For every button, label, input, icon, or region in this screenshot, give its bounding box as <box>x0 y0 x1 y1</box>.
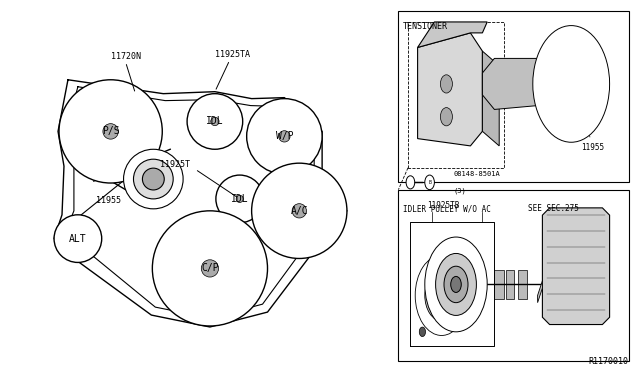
Circle shape <box>415 255 468 336</box>
Circle shape <box>134 159 173 199</box>
Bar <box>398 11 628 182</box>
Polygon shape <box>483 58 576 109</box>
Circle shape <box>59 80 163 183</box>
Circle shape <box>216 175 264 223</box>
Text: SEE SEC.275: SEE SEC.275 <box>528 204 579 213</box>
Circle shape <box>547 48 595 121</box>
Text: 11955: 11955 <box>96 196 121 205</box>
Circle shape <box>279 131 290 142</box>
Circle shape <box>451 276 461 292</box>
Circle shape <box>440 108 452 126</box>
Polygon shape <box>543 208 610 324</box>
Polygon shape <box>418 33 483 146</box>
Text: 11925TB: 11925TB <box>428 201 460 210</box>
Text: C/P: C/P <box>201 263 219 273</box>
Polygon shape <box>483 51 499 146</box>
Bar <box>495 270 504 299</box>
Text: W/P: W/P <box>276 131 293 141</box>
Circle shape <box>565 75 577 93</box>
Circle shape <box>103 124 118 139</box>
Circle shape <box>252 163 347 259</box>
Circle shape <box>152 211 268 326</box>
Circle shape <box>187 94 243 149</box>
Text: IDLER PULLEY W/O AC: IDLER PULLEY W/O AC <box>403 204 491 213</box>
Text: IDL: IDL <box>231 194 248 204</box>
Text: IDL: IDL <box>206 116 224 126</box>
Circle shape <box>444 266 468 303</box>
Bar <box>518 270 527 299</box>
Text: TENSIONER: TENSIONER <box>403 22 448 31</box>
Circle shape <box>202 260 219 277</box>
Circle shape <box>292 204 307 218</box>
Circle shape <box>436 253 476 315</box>
Text: R1170010: R1170010 <box>589 357 628 366</box>
Text: (3): (3) <box>454 188 467 194</box>
Text: 11720N: 11720N <box>111 52 141 61</box>
Text: A/C: A/C <box>291 206 308 216</box>
Circle shape <box>440 75 452 93</box>
Circle shape <box>419 327 426 337</box>
Text: 11925T: 11925T <box>160 160 190 169</box>
Text: B: B <box>428 180 431 185</box>
Polygon shape <box>418 22 487 48</box>
Circle shape <box>211 117 219 126</box>
Text: ALT: ALT <box>69 234 86 244</box>
Circle shape <box>533 26 610 142</box>
Circle shape <box>425 175 435 190</box>
Circle shape <box>425 270 458 321</box>
Circle shape <box>425 237 487 332</box>
Circle shape <box>54 215 102 263</box>
Circle shape <box>246 99 322 174</box>
Circle shape <box>406 176 415 189</box>
Text: 08148-8501A: 08148-8501A <box>454 171 500 177</box>
Text: 11925TA: 11925TA <box>215 50 250 59</box>
Circle shape <box>236 195 243 202</box>
Polygon shape <box>538 281 543 303</box>
Bar <box>506 270 514 299</box>
Circle shape <box>143 168 164 190</box>
Circle shape <box>433 283 450 308</box>
Text: 11955: 11955 <box>581 112 604 151</box>
Circle shape <box>558 64 584 104</box>
Bar <box>398 190 628 361</box>
Circle shape <box>124 149 183 209</box>
Text: P/S: P/S <box>102 126 120 137</box>
